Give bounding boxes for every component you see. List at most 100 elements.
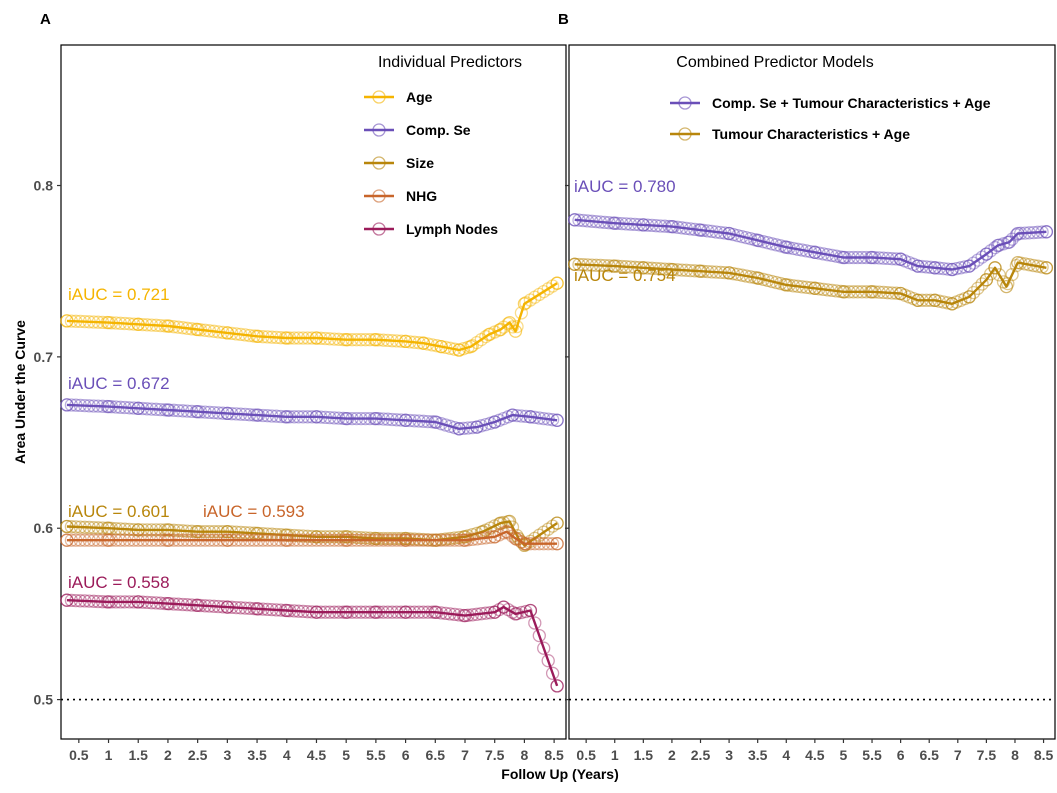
series-point bbox=[82, 594, 96, 608]
legend-title: Individual Predictors bbox=[378, 54, 522, 71]
series-point bbox=[136, 523, 150, 537]
series-point bbox=[358, 531, 373, 545]
series-point bbox=[118, 522, 132, 536]
data-point bbox=[945, 297, 959, 311]
series-point bbox=[523, 537, 538, 551]
legend-entry-label: Lymph Nodes bbox=[406, 221, 498, 237]
series-point bbox=[136, 317, 150, 332]
series-point bbox=[332, 533, 346, 547]
series-point bbox=[167, 320, 181, 334]
series-point bbox=[394, 605, 408, 619]
data-point bbox=[488, 415, 502, 429]
series-point bbox=[229, 525, 243, 539]
data-point bbox=[250, 602, 264, 616]
series-point bbox=[296, 604, 310, 619]
series-point bbox=[537, 525, 551, 539]
series-point bbox=[225, 407, 239, 421]
data-point bbox=[416, 336, 431, 350]
series-point bbox=[658, 219, 672, 233]
series-point bbox=[372, 533, 386, 547]
data-point bbox=[911, 293, 925, 307]
data-point bbox=[893, 286, 908, 301]
series-point bbox=[479, 531, 493, 545]
series-point bbox=[198, 405, 212, 419]
series-point bbox=[211, 325, 226, 339]
y-tick-label: 0.6 bbox=[34, 520, 54, 536]
series-point bbox=[514, 409, 529, 423]
series-point bbox=[816, 247, 831, 261]
series-point bbox=[64, 314, 79, 328]
series-point bbox=[336, 605, 350, 619]
series-point bbox=[73, 533, 87, 547]
series-point bbox=[104, 595, 119, 609]
series-point bbox=[532, 628, 546, 643]
series-point bbox=[363, 531, 377, 545]
series-point bbox=[118, 533, 132, 547]
x-tick-label: 1 bbox=[611, 747, 619, 763]
series-point bbox=[773, 239, 788, 253]
series-point bbox=[376, 412, 390, 426]
series-point bbox=[136, 595, 150, 609]
series-point bbox=[314, 533, 328, 547]
series-point bbox=[465, 420, 480, 435]
series-point bbox=[300, 331, 315, 345]
series-point bbox=[479, 606, 493, 620]
data-point bbox=[636, 261, 650, 275]
series-point bbox=[323, 410, 337, 425]
series-point bbox=[180, 404, 194, 418]
series-point bbox=[670, 220, 685, 234]
series-point bbox=[537, 537, 551, 551]
series-point bbox=[799, 280, 813, 294]
series-point bbox=[260, 330, 275, 344]
data-point bbox=[452, 422, 466, 436]
x-tick-label: 4.5 bbox=[307, 747, 327, 763]
series-point bbox=[519, 409, 533, 424]
x-tick-label: 1.5 bbox=[129, 747, 149, 763]
series-point bbox=[87, 533, 101, 547]
series-point bbox=[996, 237, 1011, 251]
series-point bbox=[390, 531, 404, 546]
series-point bbox=[118, 316, 132, 331]
data-point bbox=[220, 326, 235, 340]
series-point bbox=[358, 411, 373, 426]
series-point bbox=[211, 406, 226, 420]
panel-a-plot: 0.5 1 1.5 2 2.5 3 3.5 4 4.5 5 5.5 6 6.5 7 7.5 8 8.5 0.5 0.… bbox=[34, 54, 566, 763]
data-point bbox=[1011, 255, 1025, 270]
x-tick-label: 8 bbox=[1011, 747, 1019, 763]
series-point bbox=[514, 306, 529, 320]
series-point bbox=[829, 284, 843, 298]
series-point bbox=[185, 322, 199, 336]
series-point bbox=[185, 404, 199, 419]
series-point bbox=[136, 533, 150, 547]
data-point bbox=[523, 410, 538, 424]
y-tick-label: 0.7 bbox=[34, 349, 54, 365]
data-point bbox=[988, 261, 1002, 275]
series-point bbox=[842, 285, 856, 299]
x-tick-label: 3.5 bbox=[247, 747, 267, 763]
series-point bbox=[167, 403, 181, 417]
legend-key-point bbox=[372, 123, 386, 137]
series-point bbox=[314, 331, 328, 345]
series-point bbox=[305, 331, 319, 345]
panel-a-tag: A bbox=[40, 11, 51, 28]
data-point bbox=[309, 605, 324, 619]
series-point bbox=[144, 318, 159, 332]
series-point bbox=[679, 263, 693, 277]
data-point bbox=[190, 405, 205, 419]
series-point bbox=[234, 407, 248, 421]
panel-b-frame bbox=[568, 44, 1056, 740]
series-point bbox=[528, 410, 542, 425]
series-point bbox=[580, 214, 595, 228]
series-point bbox=[416, 533, 431, 547]
data-point bbox=[636, 218, 650, 232]
series-point bbox=[211, 525, 226, 539]
series-point bbox=[87, 520, 101, 535]
series-point bbox=[69, 314, 83, 328]
series-point bbox=[488, 325, 502, 339]
series-point bbox=[537, 284, 551, 299]
x-tick-label: 3.5 bbox=[748, 747, 768, 763]
series-point bbox=[786, 279, 801, 293]
series-point bbox=[180, 533, 194, 547]
x-tick-label: 3 bbox=[223, 747, 231, 763]
series-point bbox=[390, 413, 404, 427]
